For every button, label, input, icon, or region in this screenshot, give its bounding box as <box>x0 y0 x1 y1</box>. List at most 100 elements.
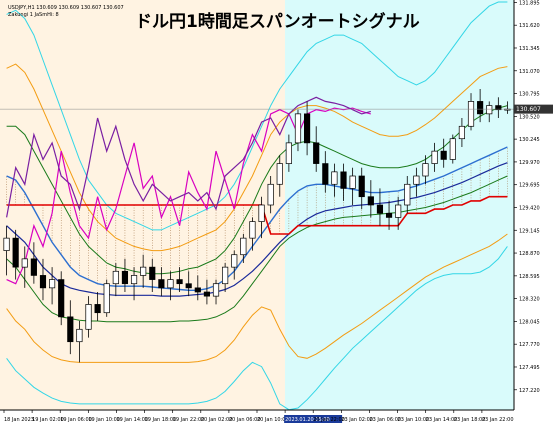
candle-body <box>185 283 192 289</box>
candle-body <box>267 183 274 206</box>
candle-body <box>3 237 10 251</box>
candle-body <box>404 183 411 206</box>
y-tick-label: 131.070 <box>519 69 540 75</box>
candle-body <box>158 279 165 289</box>
series-line-ma-purple <box>6 96 371 218</box>
candle-body <box>449 138 456 160</box>
x-tick-label: 23 Jan 02:00 <box>341 417 373 423</box>
candle-body <box>249 221 256 239</box>
x-tick-label: 23 Jan 14:00 <box>426 417 458 423</box>
chart-title: ドル円1時間足スパンオートシグナル <box>135 11 420 32</box>
y-tick-label: 129.695 <box>519 183 540 189</box>
current-price-label: 130.607 <box>516 106 541 113</box>
x-tick-label: 19 Jan 22:00 <box>173 417 205 423</box>
y-tick-label: 131.620 <box>519 23 540 29</box>
x-tick-label: 23 Jan 10:00 <box>398 417 430 423</box>
candle-body <box>486 105 493 115</box>
candle-body <box>140 266 147 276</box>
x-tick-highlight <box>284 415 343 423</box>
current-price-tag <box>514 104 553 114</box>
candle-body <box>431 150 438 164</box>
candle-body <box>331 171 338 185</box>
x-tick-label: 19 Jan 14:00 <box>116 417 148 423</box>
indicator-lines <box>6 1 508 411</box>
y-tick-label: 127.495 <box>519 365 540 371</box>
candle-body <box>76 328 83 343</box>
candle-body <box>39 275 47 289</box>
y-tick-label: 131.895 <box>519 0 540 6</box>
series-line-band-orange-lower <box>6 233 508 363</box>
y-tick-label: 130.520 <box>519 114 540 120</box>
y-tick-label: 127.220 <box>519 388 540 394</box>
x-tick-label: 20 Jan 10:00 <box>257 417 289 423</box>
candle-body <box>103 283 110 314</box>
candle-body <box>130 275 138 285</box>
candle-body <box>67 316 74 343</box>
candle-body <box>313 142 320 164</box>
y-tick-label: 128.595 <box>519 274 540 280</box>
y-tick-label: 129.970 <box>519 160 540 166</box>
candle-body <box>294 113 302 144</box>
x-tick-label: 18 Jan 2023 <box>4 417 34 423</box>
candle-body <box>85 304 92 330</box>
candle-body <box>258 204 265 222</box>
series-line-ma-magenta <box>6 107 371 285</box>
candle-body <box>203 291 210 297</box>
candle-body <box>222 266 229 285</box>
y-tick-label: 130.245 <box>519 137 540 143</box>
candle-body <box>285 142 292 164</box>
x-tick-label: 19 Jan 06:00 <box>60 417 92 423</box>
candle-body <box>395 204 402 218</box>
candle-body <box>30 258 37 276</box>
candle-body <box>212 283 220 297</box>
candle-body <box>349 175 356 189</box>
x-tick-label: 23 Jan 18:00 <box>454 417 486 423</box>
series-line-band-green-upper <box>6 105 508 275</box>
indicator-info: Zakungi 1 JaSmHi: 8 <box>8 12 59 18</box>
x-tick-label: 20 Jan 02:00 <box>201 417 233 423</box>
candle-body <box>340 171 347 189</box>
candle-body <box>495 105 502 111</box>
x-tick-label: 23 Jan 22:00 <box>482 417 514 423</box>
y-tick-label: 128.045 <box>519 319 540 325</box>
series-line-band-navy <box>6 162 508 297</box>
x-tick-label: 19 Jan 18:00 <box>145 417 177 423</box>
series-line-band-orange-upper <box>6 63 508 252</box>
candle-body <box>240 237 247 256</box>
candle-body <box>385 212 393 218</box>
candle-body <box>367 196 374 206</box>
x-tick-label: 20 Jan 22:00 <box>313 417 345 423</box>
y-tick-label: 127.770 <box>519 342 540 348</box>
candle-body <box>304 113 311 144</box>
candle-body <box>477 101 484 115</box>
x-tick-label: 23 Jan 06:00 <box>369 417 401 423</box>
y-tick-label: 130.795 <box>519 92 540 98</box>
y-tick-label: 128.870 <box>519 251 540 257</box>
y-tick-label: 128.320 <box>519 297 540 303</box>
x-tick-label: 19 Jan 02:00 <box>32 417 64 423</box>
price-axis: 131.895 131.620 131.345 131.070 130.795 130.5… <box>514 0 540 394</box>
candle-body <box>167 279 174 289</box>
candle-body <box>176 279 183 285</box>
y-tick-label: 129.145 <box>519 228 540 234</box>
y-tick-label: 131.345 <box>519 46 540 52</box>
candle-body <box>49 279 56 289</box>
candle-body <box>231 254 238 268</box>
x-tick-label: 19 Jan 10:00 <box>88 417 120 423</box>
x-tick-label: 2023.01.20 15:00 <box>285 417 330 423</box>
candle-body <box>121 270 129 285</box>
candle-body <box>413 175 420 185</box>
candle-body <box>422 163 429 177</box>
candle-body <box>276 163 283 185</box>
candle-body <box>112 270 119 285</box>
series-line-ma-red <box>6 195 508 235</box>
candle-body <box>194 287 201 293</box>
y-tick-label: 129.420 <box>519 205 540 211</box>
series-line-band-blue <box>6 146 508 291</box>
candle-body <box>21 258 28 268</box>
candle-body <box>12 237 19 268</box>
candle-body <box>322 163 329 185</box>
